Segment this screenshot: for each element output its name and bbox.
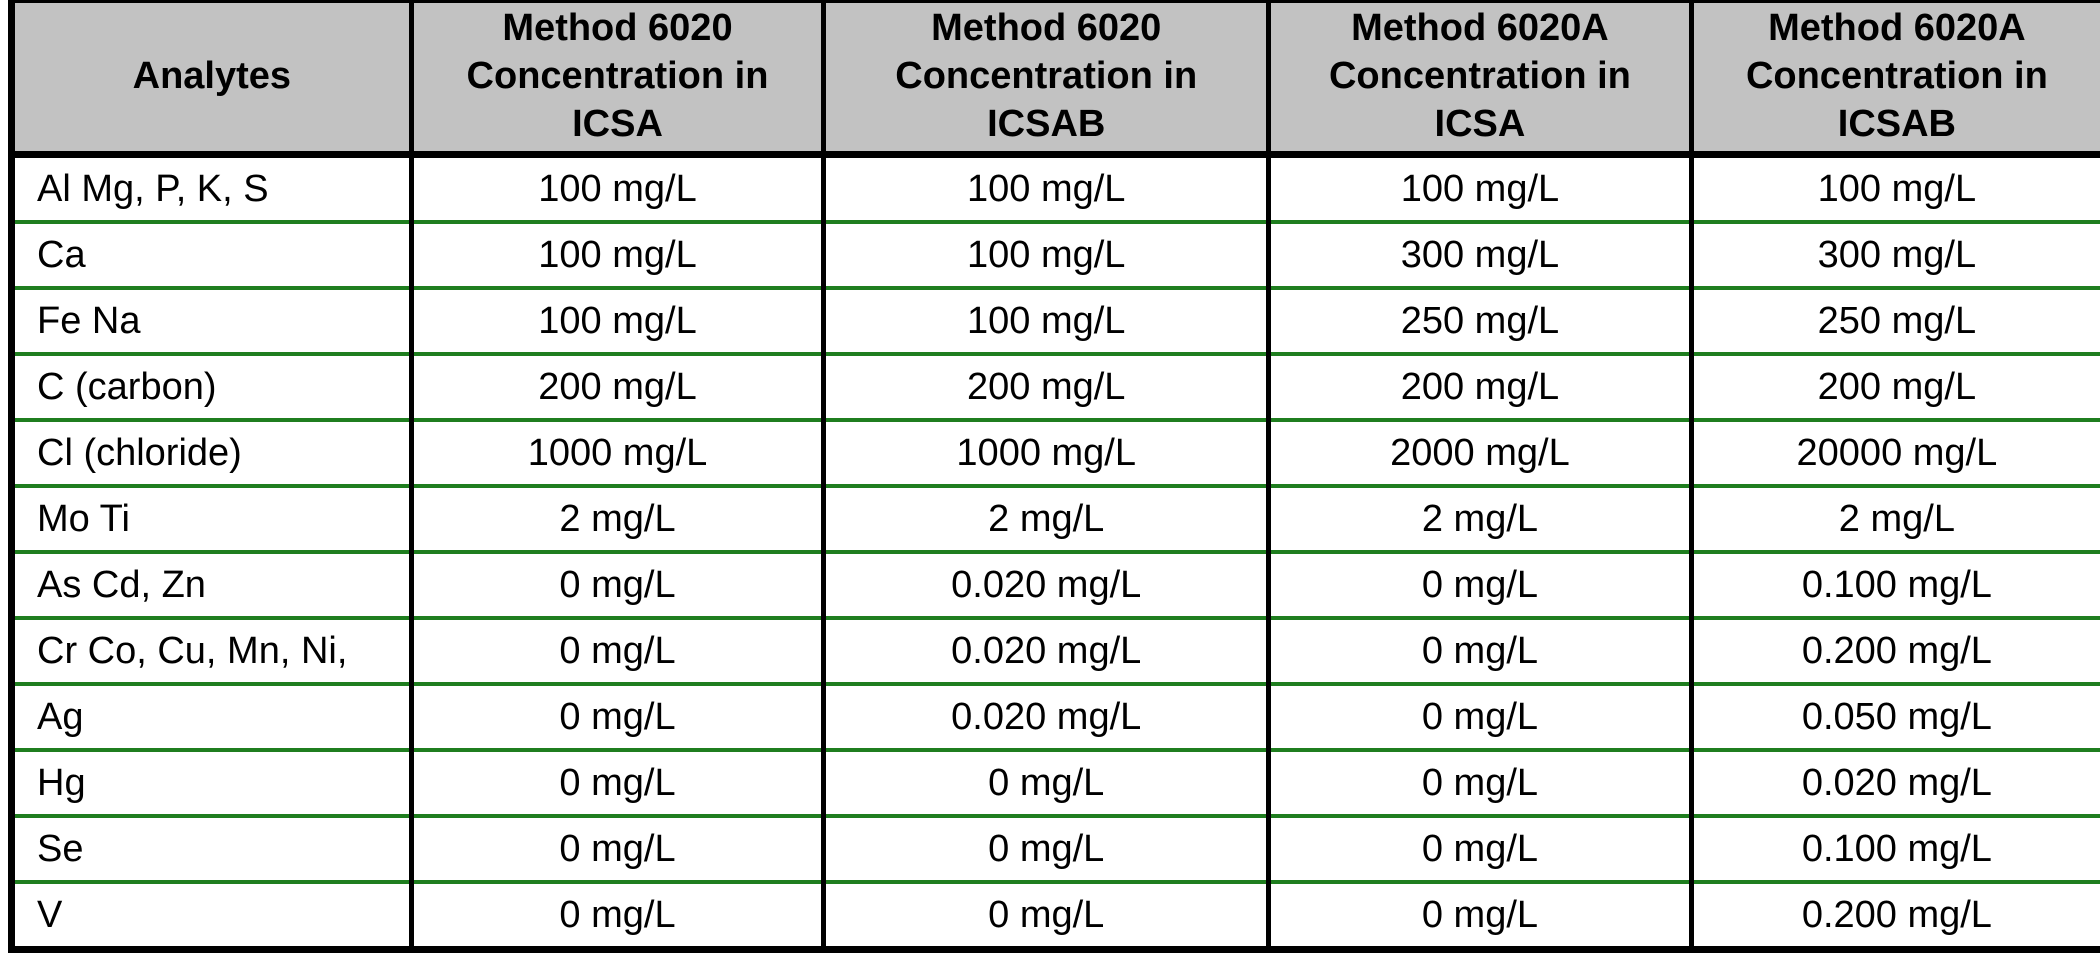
analyte-cell: C (carbon) — [12, 354, 412, 420]
value-cell: 100 mg/L — [824, 222, 1269, 288]
analyte-cell: As Cd, Zn — [12, 552, 412, 618]
value-cell: 0 mg/L — [1269, 618, 1692, 684]
value-cell: 1000 mg/L — [824, 420, 1269, 486]
value-cell: 100 mg/L — [824, 155, 1269, 223]
value-cell: 200 mg/L — [411, 354, 824, 420]
value-cell: 0.100 mg/L — [1691, 816, 2100, 882]
analyte-cell: Ag — [12, 684, 412, 750]
value-cell: 100 mg/L — [411, 288, 824, 354]
column-header-6020a-icsab: Method 6020A Concentration in ICSAB — [1691, 2, 2100, 155]
value-cell: 200 mg/L — [1269, 354, 1692, 420]
value-cell: 250 mg/L — [1691, 288, 2100, 354]
value-cell: 0 mg/L — [1269, 816, 1692, 882]
value-cell: 100 mg/L — [824, 288, 1269, 354]
table-header-row: Analytes Method 6020 Concentration in IC… — [12, 2, 2100, 155]
value-cell: 0 mg/L — [411, 552, 824, 618]
analyte-cell: Fe Na — [12, 288, 412, 354]
value-cell: 0 mg/L — [1269, 684, 1692, 750]
value-cell: 0.020 mg/L — [824, 618, 1269, 684]
value-cell: 0 mg/L — [1269, 750, 1692, 816]
value-cell: 2 mg/L — [411, 486, 824, 552]
value-cell: 0 mg/L — [411, 750, 824, 816]
value-cell: 100 mg/L — [1269, 155, 1692, 223]
value-cell: 0.020 mg/L — [824, 552, 1269, 618]
table-row: Cl (chloride) 1000 mg/L 1000 mg/L 2000 m… — [12, 420, 2100, 486]
analyte-cell: Mo Ti — [12, 486, 412, 552]
value-cell: 20000 mg/L — [1691, 420, 2100, 486]
analyte-cell: Cr Co, Cu, Mn, Ni, — [12, 618, 412, 684]
value-cell: 100 mg/L — [411, 222, 824, 288]
value-cell: 100 mg/L — [411, 155, 824, 223]
value-cell: 0.020 mg/L — [1691, 750, 2100, 816]
table-row: Ag 0 mg/L 0.020 mg/L 0 mg/L 0.050 mg/L — [12, 684, 2100, 750]
value-cell: 0 mg/L — [824, 750, 1269, 816]
value-cell: 250 mg/L — [1269, 288, 1692, 354]
analyte-cell: Cl (chloride) — [12, 420, 412, 486]
table-row: As Cd, Zn 0 mg/L 0.020 mg/L 0 mg/L 0.100… — [12, 552, 2100, 618]
value-cell: 0 mg/L — [411, 882, 824, 950]
table-row: Al Mg, P, K, S 100 mg/L 100 mg/L 100 mg/… — [12, 155, 2100, 223]
value-cell: 0.100 mg/L — [1691, 552, 2100, 618]
table-row: Hg 0 mg/L 0 mg/L 0 mg/L 0.020 mg/L — [12, 750, 2100, 816]
table-row: C (carbon) 200 mg/L 200 mg/L 200 mg/L 20… — [12, 354, 2100, 420]
value-cell: 300 mg/L — [1691, 222, 2100, 288]
value-cell: 0.200 mg/L — [1691, 618, 2100, 684]
table-row: Se 0 mg/L 0 mg/L 0 mg/L 0.100 mg/L — [12, 816, 2100, 882]
icsa-concentration-table-container: Analytes Method 6020 Concentration in IC… — [8, 0, 2100, 953]
value-cell: 2 mg/L — [824, 486, 1269, 552]
analyte-cell: V — [12, 882, 412, 950]
column-header-6020-icsa: Method 6020 Concentration in ICSA — [411, 2, 824, 155]
analyte-cell: Al Mg, P, K, S — [12, 155, 412, 223]
value-cell: 200 mg/L — [824, 354, 1269, 420]
table-row: V 0 mg/L 0 mg/L 0 mg/L 0.200 mg/L — [12, 882, 2100, 950]
value-cell: 2 mg/L — [1691, 486, 2100, 552]
value-cell: 0 mg/L — [411, 816, 824, 882]
value-cell: 0.200 mg/L — [1691, 882, 2100, 950]
value-cell: 100 mg/L — [1691, 155, 2100, 223]
table-row: Mo Ti 2 mg/L 2 mg/L 2 mg/L 2 mg/L — [12, 486, 2100, 552]
value-cell: 0 mg/L — [411, 618, 824, 684]
value-cell: 0.050 mg/L — [1691, 684, 2100, 750]
analyte-cell: Se — [12, 816, 412, 882]
analyte-cell: Hg — [12, 750, 412, 816]
value-cell: 1000 mg/L — [411, 420, 824, 486]
column-header-6020a-icsa: Method 6020A Concentration in ICSA — [1269, 2, 1692, 155]
value-cell: 300 mg/L — [1269, 222, 1692, 288]
analyte-cell: Ca — [12, 222, 412, 288]
value-cell: 0 mg/L — [411, 684, 824, 750]
value-cell: 0 mg/L — [1269, 552, 1692, 618]
value-cell: 2000 mg/L — [1269, 420, 1692, 486]
column-header-6020-icsab: Method 6020 Concentration in ICSAB — [824, 2, 1269, 155]
value-cell: 0.020 mg/L — [824, 684, 1269, 750]
value-cell: 0 mg/L — [824, 882, 1269, 950]
value-cell: 0 mg/L — [824, 816, 1269, 882]
value-cell: 0 mg/L — [1269, 882, 1692, 950]
column-header-analytes: Analytes — [12, 2, 412, 155]
icsa-concentration-table: Analytes Method 6020 Concentration in IC… — [8, 0, 2100, 953]
table-row: Fe Na 100 mg/L 100 mg/L 250 mg/L 250 mg/… — [12, 288, 2100, 354]
table-row: Ca 100 mg/L 100 mg/L 300 mg/L 300 mg/L — [12, 222, 2100, 288]
table-row: Cr Co, Cu, Mn, Ni, 0 mg/L 0.020 mg/L 0 m… — [12, 618, 2100, 684]
value-cell: 2 mg/L — [1269, 486, 1692, 552]
value-cell: 200 mg/L — [1691, 354, 2100, 420]
